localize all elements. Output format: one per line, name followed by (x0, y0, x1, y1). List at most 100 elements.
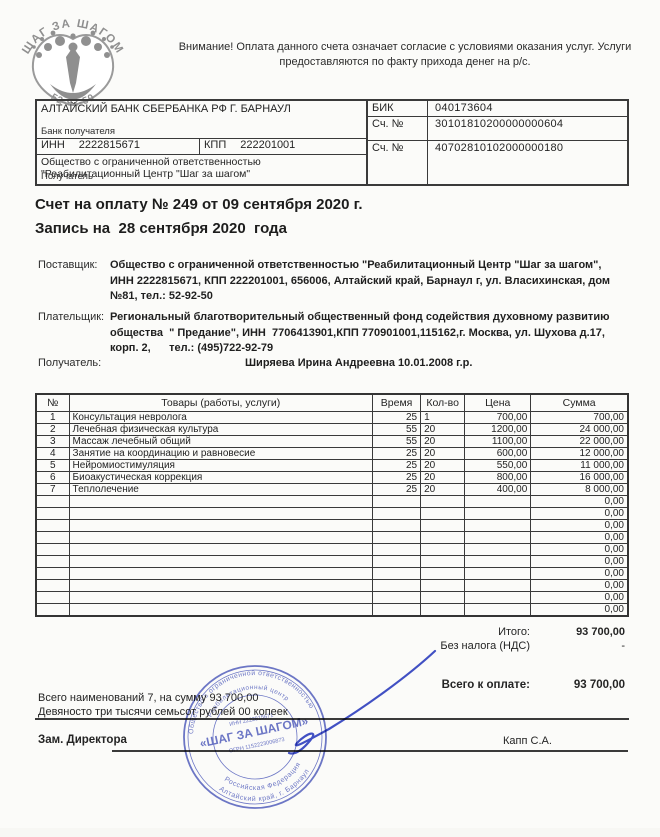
cell-sum: 8 000,00 (530, 483, 629, 496)
cell-qty (420, 531, 466, 544)
cell-price (464, 591, 532, 604)
cell-price: 1200,00 (464, 423, 532, 436)
cell-price (464, 507, 532, 520)
empty-item-row: 0,00 (35, 531, 629, 544)
cell-price (464, 579, 532, 592)
corr-account-label: Сч. № (368, 117, 428, 140)
cell-name (68, 591, 374, 604)
cell-time: 55 (372, 435, 422, 448)
company-stamp: Общество с ограниченной ответственностью… (178, 658, 327, 812)
cell-qty: 20 (420, 435, 466, 448)
cell-price: 700,00 (464, 411, 532, 424)
supplier-value: Общество с ограниченной ответственностью… (110, 259, 611, 302)
signatory-position: Зам. Директора (38, 734, 127, 746)
bik-value: 040173604 (435, 102, 493, 114)
cell-sum: 11 000,00 (530, 459, 629, 472)
bank-requisites-table: АЛТАЙСКИЙ БАНК СБЕРБАНКА РФ Г. БАРНАУЛ Б… (35, 99, 629, 186)
kpp-label: КПП (204, 139, 227, 151)
cell-time (372, 519, 422, 532)
cell-qty (420, 519, 466, 532)
cell-num (35, 495, 70, 508)
cell-num (35, 579, 70, 592)
cell-qty: 20 (420, 471, 466, 484)
cell-num: 5 (35, 459, 70, 472)
cell-name (68, 531, 374, 544)
cell-num (35, 591, 70, 604)
cell-time: 25 (372, 483, 422, 496)
cell-name: Биоакустическая коррекция (68, 471, 374, 484)
cell-sum: 22 000,00 (530, 435, 629, 448)
col-header-price: Цена (464, 393, 532, 412)
bank-name: АЛТАЙСКИЙ БАНК СБЕРБАНКА РФ Г. БАРНАУЛ (41, 103, 291, 115)
kpp-cell: КПП 222201001 (200, 139, 366, 154)
cell-qty (420, 507, 466, 520)
cell-price (464, 567, 532, 580)
col-header-time: Время (372, 393, 422, 412)
company-logo: ШАГ ЗА ШАГОМ 52-92-50 (20, 18, 124, 107)
footprint-center-icon (50, 42, 96, 100)
empty-item-row: 0,00 (35, 555, 629, 568)
bank-right-column: БИК 040173604 Сч. № 30101810200000000604… (368, 101, 627, 184)
cell-name (68, 495, 374, 508)
cell-num (35, 531, 70, 544)
inn-cell: ИНН 2222815671 (37, 139, 200, 154)
cell-price (464, 519, 532, 532)
cell-price: 600,00 (464, 447, 532, 460)
empty-item-row: 0,00 (35, 519, 629, 532)
payer-label: Плательщик: (38, 311, 105, 323)
col-header-qty: Кол-во (420, 393, 466, 412)
stamp-middle-ring-icon (187, 669, 323, 805)
empty-item-row: 0,00 (35, 543, 629, 556)
cell-num: 2 (35, 423, 70, 436)
cell-qty (420, 591, 466, 604)
payment-warning-text: Внимание! Оплата данного счета означает … (178, 41, 632, 68)
cell-num (35, 543, 70, 556)
empty-item-row: 0,00 (35, 507, 629, 520)
item-row: 5 Нейромиостимуляция 25 20 550,00 11 000,00 (35, 459, 629, 472)
cell-name: Консультация невролога (68, 411, 374, 424)
corr-account-value: 30101810200000000604 (435, 118, 564, 130)
cell-num (35, 567, 70, 580)
payer-value: Региональный благотворительный обществен… (110, 311, 610, 354)
bik-row: БИК 040173604 (368, 101, 627, 116)
stamp-outer-ring-icon (183, 665, 327, 809)
cell-num (35, 603, 70, 617)
invoice-title: Счет на оплату № 249 от 09 сентября 2020… (35, 196, 363, 213)
cell-time (372, 543, 422, 556)
cell-num: 3 (35, 435, 70, 448)
account-row: Сч. № 40702810102000000180 (368, 140, 627, 184)
total-label: Итого: (498, 626, 530, 638)
supplier-row: Поставщик: Общество с ограниченной ответ… (38, 258, 632, 305)
no-tax-label: Без налога (НДС) (440, 640, 530, 652)
no-tax-value: - (621, 640, 625, 652)
total-value: 93 700,00 (576, 626, 625, 638)
due-label: Всего к оплате: (441, 679, 530, 691)
cell-num: 1 (35, 411, 70, 424)
items-header-row: № Товары (работы, услуги) Время Кол-во Ц… (35, 393, 629, 412)
cell-sum: 0,00 (530, 519, 629, 532)
cell-qty: 20 (420, 447, 466, 460)
cell-name (68, 507, 374, 520)
bank-name-cell: АЛТАЙСКИЙ БАНК СБЕРБАНКА РФ Г. БАРНАУЛ Б… (37, 101, 366, 139)
cell-sum: 700,00 (530, 411, 629, 424)
cell-qty (420, 543, 466, 556)
cell-time (372, 531, 422, 544)
cell-name (68, 579, 374, 592)
item-row: 7 Теплолечение 25 20 400,00 8 000,00 (35, 483, 629, 496)
cell-sum: 0,00 (530, 555, 629, 568)
due-value: 93 700,00 (573, 679, 625, 691)
cell-sum: 0,00 (530, 495, 629, 508)
cell-time (372, 507, 422, 520)
cell-name (68, 603, 374, 617)
inn-kpp-row: ИНН 2222815671 КПП 222201001 (37, 139, 366, 155)
summary-divider (35, 718, 629, 720)
recipient-org-name: Общество с ограниченной ответственностью… (41, 156, 261, 180)
supplier-label: Поставщик: (38, 259, 98, 271)
items-table: № Товары (работы, услуги) Время Кол-во Ц… (35, 393, 629, 617)
item-row: 3 Массаж лечебный общий 55 20 1100,00 22 000,… (35, 435, 629, 448)
beneficiary-row: Получатель: Ширяева Ирина Андреевна 10.0… (38, 356, 632, 372)
col-header-name: Товары (работы, услуги) (68, 393, 374, 412)
cell-num: 7 (35, 483, 70, 496)
footprint-toes-icon (32, 30, 114, 58)
